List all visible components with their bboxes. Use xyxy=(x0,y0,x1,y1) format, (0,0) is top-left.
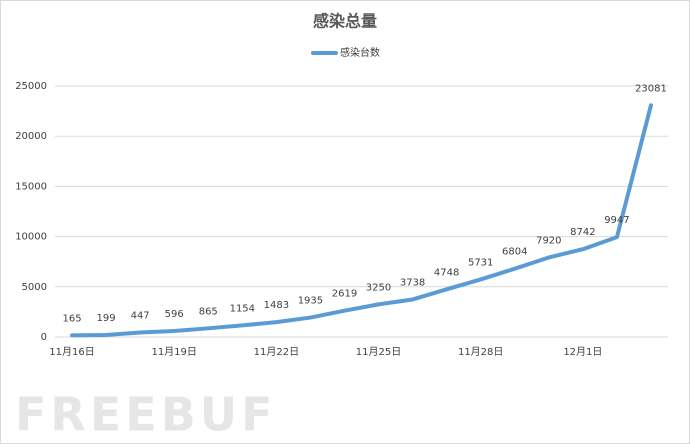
series-line xyxy=(70,103,653,338)
data-label: 6804 xyxy=(502,247,527,258)
data-label: 1935 xyxy=(298,296,323,307)
data-label: 8742 xyxy=(570,227,595,238)
data-label: 865 xyxy=(199,306,218,317)
data-label: 596 xyxy=(165,309,184,320)
chart-title: 感染总量 xyxy=(313,12,377,31)
x-tick-label: 12月1日 xyxy=(563,346,602,358)
data-label: 165 xyxy=(62,313,81,324)
x-tick-label: 11月25日 xyxy=(356,346,401,358)
data-label: 1483 xyxy=(264,300,289,311)
y-tick-label: 5000 xyxy=(22,282,47,293)
legend-label: 感染台数 xyxy=(340,46,380,59)
data-label: 199 xyxy=(97,313,116,324)
data-label: 4748 xyxy=(434,267,459,278)
y-tick-label: 0 xyxy=(41,332,47,343)
y-tick-label: 20000 xyxy=(15,131,47,142)
data-label: 23081 xyxy=(635,83,667,94)
x-tick-label: 11月22日 xyxy=(254,346,299,358)
y-tick-label: 15000 xyxy=(15,181,47,192)
data-label: 1154 xyxy=(230,303,255,314)
data-label: 5731 xyxy=(468,257,493,268)
data-label: 3250 xyxy=(366,282,391,293)
watermark: FREEBUF xyxy=(15,388,277,442)
x-tick-label: 11月19日 xyxy=(151,346,196,358)
data-label: 447 xyxy=(131,311,150,322)
y-tick-label: 25000 xyxy=(15,81,47,92)
y-tick-label: 10000 xyxy=(15,232,47,243)
x-tick-label: 11月16日 xyxy=(49,346,94,358)
x-tick-label: 11月28日 xyxy=(458,346,503,358)
data-label: 3738 xyxy=(400,277,425,288)
data-label: 7920 xyxy=(536,235,561,246)
data-label: 9947 xyxy=(604,215,629,226)
data-label: 2619 xyxy=(332,289,357,300)
